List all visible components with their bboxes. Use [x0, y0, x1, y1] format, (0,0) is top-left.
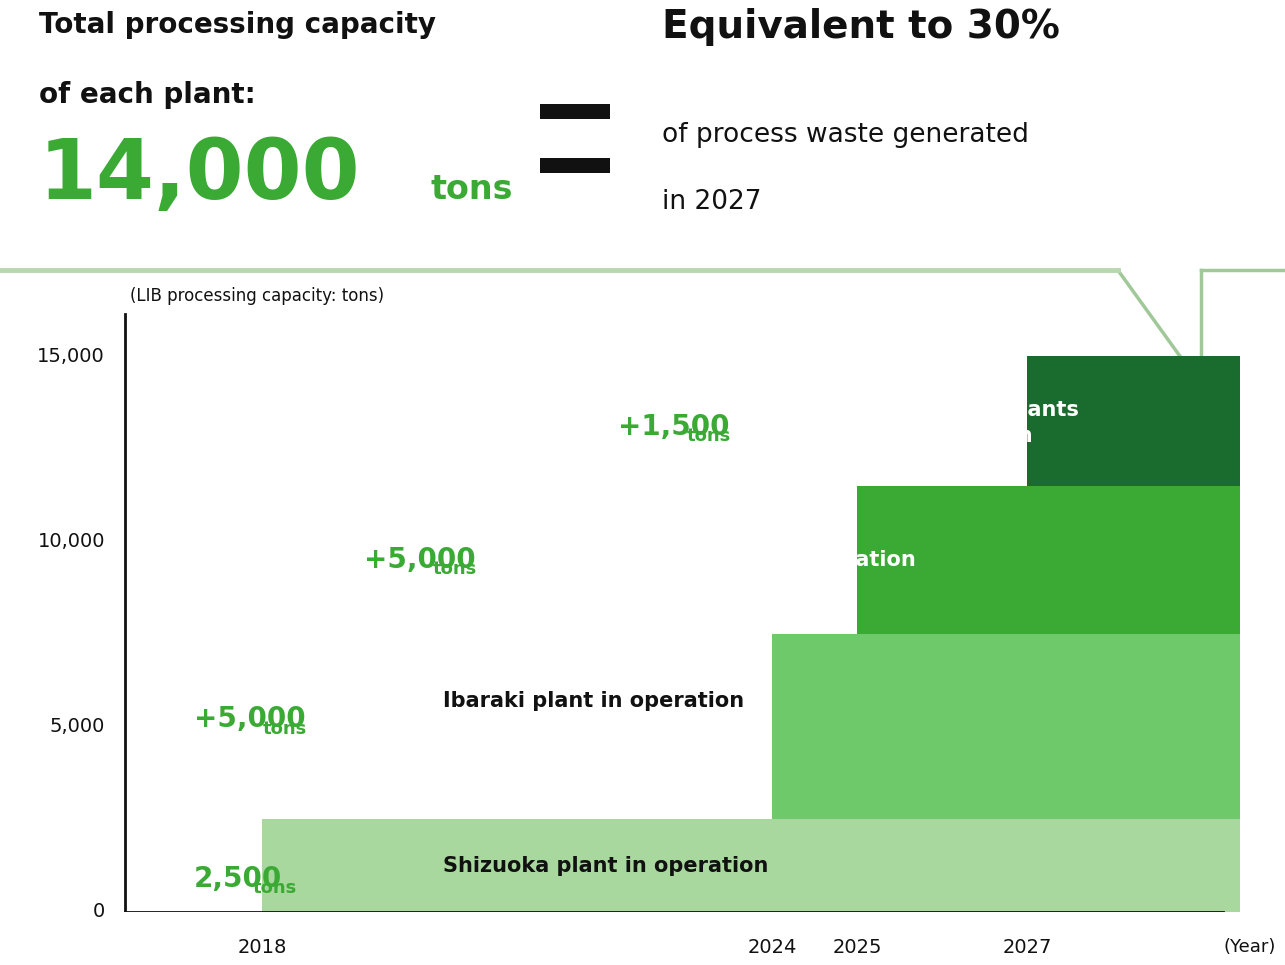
Bar: [772, 634, 1240, 912]
Bar: [1028, 356, 1240, 912]
Text: 5,000: 5,000: [50, 717, 105, 736]
Text: tons: tons: [263, 720, 307, 737]
Text: tons: tons: [433, 561, 477, 578]
Text: Ibaraki plant in operation: Ibaraki plant in operation: [443, 691, 744, 711]
Text: Kansai plant in operation: Kansai plant in operation: [618, 550, 916, 570]
Text: Shizuoka plant in operation: Shizuoka plant in operation: [443, 856, 768, 875]
Text: Total processing capacity: Total processing capacity: [39, 11, 436, 39]
Text: of process waste generated: of process waste generated: [662, 122, 1029, 148]
Text: 14,000: 14,000: [39, 135, 360, 216]
Text: tons: tons: [430, 173, 513, 206]
Bar: [857, 485, 1240, 912]
Text: 2024: 2024: [748, 938, 797, 957]
Text: 2,500: 2,500: [194, 865, 283, 893]
Text: 10,000: 10,000: [37, 532, 105, 551]
Text: 15,000: 15,000: [37, 346, 105, 366]
FancyBboxPatch shape: [540, 158, 610, 173]
Text: (Year): (Year): [1223, 938, 1276, 956]
Bar: [262, 819, 1240, 912]
Text: (LIB processing capacity: tons): (LIB processing capacity: tons): [131, 287, 384, 305]
Text: 2025: 2025: [833, 938, 883, 957]
Text: 2018: 2018: [238, 938, 287, 957]
Text: tons: tons: [687, 427, 731, 445]
Text: 2027: 2027: [1002, 938, 1052, 957]
Text: +5,000: +5,000: [364, 546, 475, 574]
Text: in 2027: in 2027: [662, 189, 761, 215]
Text: tons: tons: [253, 879, 297, 896]
Text: +1,500: +1,500: [618, 413, 730, 441]
Text: of each plant:: of each plant:: [39, 81, 256, 109]
FancyBboxPatch shape: [540, 104, 610, 119]
Text: Equivalent to 30%: Equivalent to 30%: [662, 8, 1060, 46]
Text: +5,000: +5,000: [194, 705, 306, 733]
Text: 0: 0: [93, 902, 105, 922]
Text: Overseas plants
in operation: Overseas plants in operation: [889, 400, 1079, 446]
